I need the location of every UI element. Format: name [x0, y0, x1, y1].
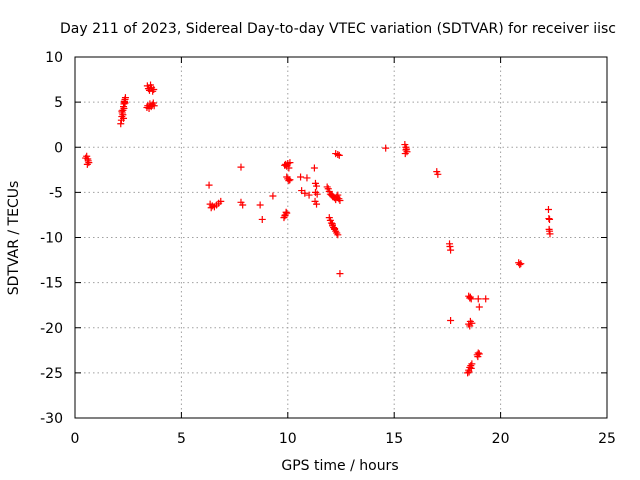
- y-tick-label: -5: [49, 185, 63, 201]
- data-point: [285, 164, 293, 172]
- data-point: [434, 170, 442, 178]
- y-tick-label: 10: [45, 50, 63, 66]
- data-point: [205, 181, 213, 189]
- data-point: [544, 206, 552, 214]
- data-point: [516, 261, 524, 269]
- axis-ticks: 0 5 10 15 20 25 -30 -25 -20 -15 -10 -5 0 5 10: [40, 50, 616, 447]
- data-point: [336, 270, 344, 278]
- data-point: [150, 102, 158, 110]
- data-point: [313, 182, 321, 190]
- data-point: [282, 208, 290, 216]
- data-point: [281, 212, 289, 220]
- data-point: [446, 243, 454, 251]
- data-point: [474, 353, 482, 361]
- data-point: [313, 200, 321, 208]
- data-point: [447, 246, 455, 254]
- data-point: [83, 160, 91, 168]
- data-point: [466, 294, 474, 302]
- data-point: [334, 191, 342, 199]
- data-point: [297, 173, 305, 181]
- y-tick-label: -30: [40, 411, 63, 427]
- x-tick-label: 0: [71, 431, 80, 447]
- data-point: [310, 164, 318, 172]
- data-point: [269, 192, 277, 200]
- x-tick-label: 15: [385, 431, 403, 447]
- y-tick-label: -15: [40, 276, 63, 292]
- data-point: [305, 191, 313, 199]
- y-axis-label: SDTVAR / TECUs: [6, 181, 22, 296]
- data-point: [465, 368, 473, 376]
- data-point: [120, 104, 128, 112]
- chart-title: Day 211 of 2023, Sidereal Day-to-day VTE…: [60, 21, 616, 37]
- data-point: [328, 220, 336, 228]
- data-point: [401, 150, 409, 158]
- data-point: [285, 177, 293, 185]
- y-tick-label: 5: [54, 95, 63, 111]
- data-point: [313, 190, 321, 198]
- data-point: [468, 360, 476, 368]
- data-point: [474, 295, 482, 303]
- data-point: [217, 197, 225, 205]
- data-points: [82, 81, 554, 377]
- data-point: [482, 295, 490, 303]
- data-point: [335, 151, 343, 159]
- data-point: [517, 260, 525, 268]
- data-point: [239, 201, 247, 209]
- data-point: [207, 204, 215, 212]
- y-tick-label: 0: [54, 140, 63, 156]
- y-tick-label: -25: [40, 366, 63, 382]
- data-point: [466, 293, 474, 301]
- x-tick-label: 20: [492, 431, 510, 447]
- data-point: [121, 98, 129, 106]
- data-point: [119, 111, 127, 119]
- y-tick-label: -20: [40, 321, 63, 337]
- data-point: [334, 150, 342, 158]
- data-point: [546, 230, 554, 238]
- data-point: [120, 114, 128, 122]
- data-point: [258, 215, 266, 223]
- data-point: [447, 317, 455, 325]
- data-point: [331, 224, 339, 232]
- x-tick-label: 10: [279, 431, 297, 447]
- data-point: [303, 174, 311, 182]
- y-tick-label: -10: [40, 231, 63, 247]
- grid: [75, 57, 607, 418]
- data-point: [467, 364, 475, 372]
- data-point: [402, 143, 410, 151]
- data-point: [256, 201, 264, 209]
- data-point: [82, 154, 90, 162]
- data-point: [286, 176, 294, 184]
- data-point: [545, 215, 553, 223]
- data-point: [237, 163, 245, 171]
- data-point: [546, 215, 554, 223]
- x-tick-label: 25: [598, 431, 616, 447]
- data-point: [150, 85, 158, 93]
- data-point: [475, 303, 483, 311]
- x-tick-label: 5: [177, 431, 186, 447]
- x-axis-label: GPS time / hours: [281, 458, 398, 474]
- data-point: [286, 159, 294, 167]
- data-point: [336, 196, 344, 204]
- data-point: [466, 322, 474, 330]
- data-point: [117, 120, 125, 128]
- data-point: [334, 231, 342, 239]
- data-point: [382, 144, 390, 152]
- data-point: [301, 189, 309, 197]
